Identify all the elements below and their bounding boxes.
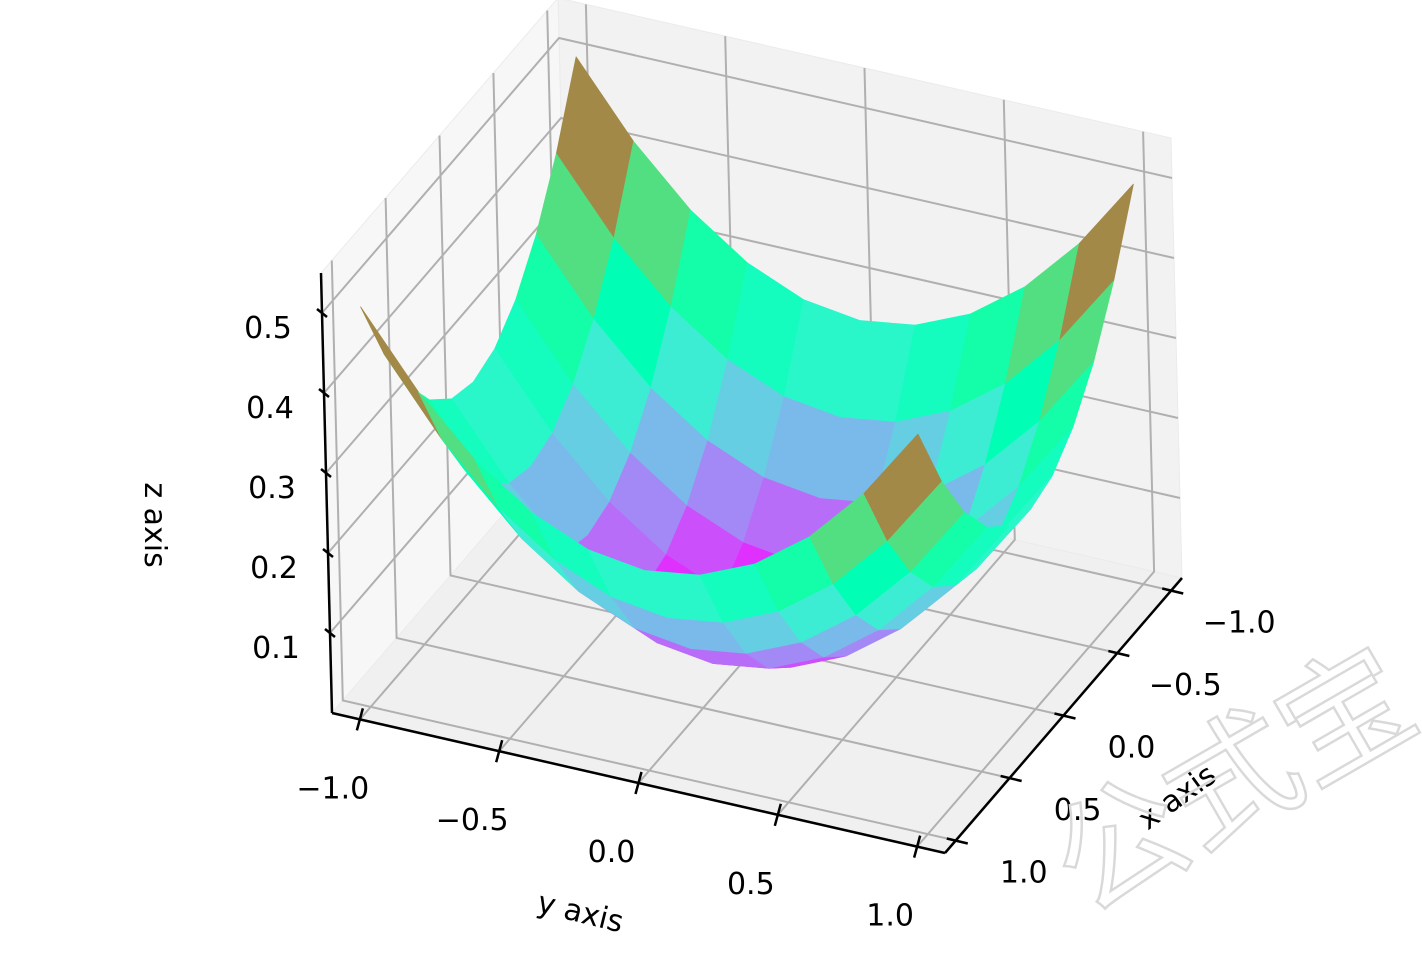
z-tick: [320, 468, 332, 478]
y-tick-label: 0.5: [727, 867, 775, 902]
gridline: [323, 116, 1175, 394]
x-tick-label: 0.5: [1054, 793, 1102, 828]
y-tick-label: −0.5: [436, 803, 509, 838]
z-tick: [316, 308, 328, 318]
x-tick-label: −1.0: [1203, 606, 1276, 641]
gridline: [438, 135, 1064, 717]
y-tick-labels: −1.0 −0.5 0.0 0.5 1.0: [296, 771, 914, 933]
x-tick-label: 1.0: [1000, 856, 1048, 891]
z-tick-label: 0.2: [250, 551, 298, 586]
z-tick: [324, 628, 336, 638]
y-tick: [494, 739, 504, 763]
tick-marks: [316, 308, 1184, 858]
y-tick-label: 1.0: [866, 899, 914, 934]
x-tick-label: −0.5: [1149, 668, 1222, 703]
surface-plot: [360, 56, 1134, 669]
surface-patch: [863, 433, 942, 541]
y-tick: [634, 771, 643, 795]
z-tick-label: 0.3: [248, 471, 296, 506]
z-tick: [322, 548, 334, 558]
x-tick: [1054, 712, 1076, 720]
gridline: [916, 131, 1156, 848]
y-tick-label: −1.0: [296, 771, 369, 806]
x-tick-label: 0.0: [1108, 731, 1156, 766]
z-tick-labels: 0.1 0.2 0.3 0.4 0.5: [244, 311, 300, 666]
z-tick-label: 0.5: [244, 311, 292, 346]
x-tick: [946, 837, 969, 845]
x-tick-labels: −1.0 −0.5 0.00.51.0: [1000, 606, 1276, 891]
x-tick: [1108, 649, 1130, 658]
x-tick: [1000, 774, 1022, 783]
gridline: [384, 197, 1010, 779]
x-tick: [1161, 587, 1184, 595]
y-axis-label: y axis: [534, 885, 627, 940]
z-tick-label: 0.4: [246, 391, 294, 426]
z-tick: [318, 388, 330, 398]
y-tick-label: 0.0: [588, 835, 636, 870]
gridline: [321, 36, 1173, 314]
y-tick: [912, 835, 922, 858]
z-axis-line: [319, 272, 334, 714]
gridline: [330, 260, 957, 842]
z-tick-label: 0.1: [252, 631, 300, 666]
gridline: [777, 99, 1016, 816]
z-axis-label: z axis: [137, 482, 172, 567]
y-tick: [773, 803, 783, 827]
y-tick: [355, 708, 365, 731]
